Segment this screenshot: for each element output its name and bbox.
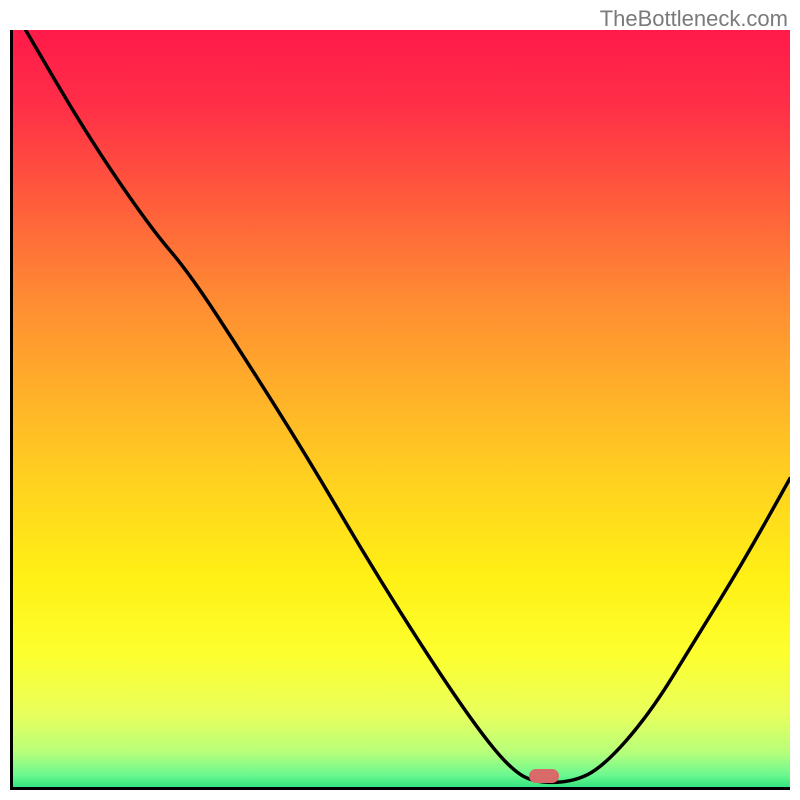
bottleneck-chart <box>10 30 790 790</box>
optimal-marker <box>529 769 559 783</box>
x-axis <box>10 787 790 790</box>
watermark-text: TheBottleneck.com <box>600 6 788 32</box>
y-axis <box>10 30 13 790</box>
bottleneck-curve <box>10 30 790 790</box>
